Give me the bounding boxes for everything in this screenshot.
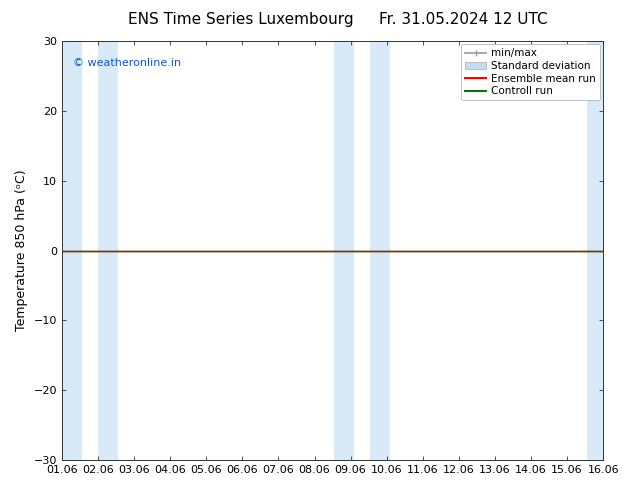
Bar bbox=[370, 41, 391, 460]
Text: © weatheronline.in: © weatheronline.in bbox=[73, 58, 181, 68]
Bar bbox=[587, 41, 607, 460]
Bar bbox=[334, 41, 354, 460]
Text: ENS Time Series Luxembourg: ENS Time Series Luxembourg bbox=[128, 12, 354, 27]
Text: Fr. 31.05.2024 12 UTC: Fr. 31.05.2024 12 UTC bbox=[378, 12, 547, 27]
Bar bbox=[98, 41, 118, 460]
Y-axis label: Temperature 850 hPa (ᵒC): Temperature 850 hPa (ᵒC) bbox=[15, 170, 28, 331]
Legend: min/max, Standard deviation, Ensemble mean run, Controll run: min/max, Standard deviation, Ensemble me… bbox=[461, 44, 600, 100]
Bar bbox=[62, 41, 82, 460]
